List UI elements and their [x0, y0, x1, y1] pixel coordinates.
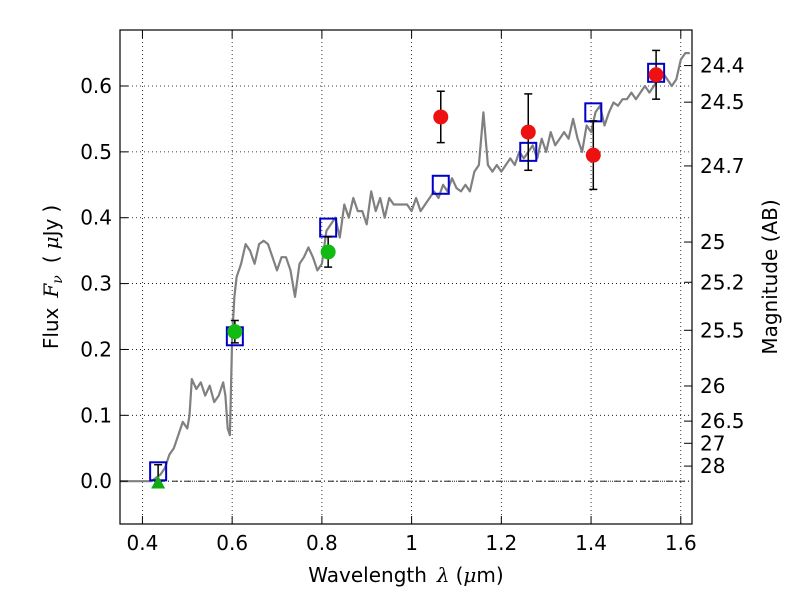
plot-area	[120, 49, 690, 489]
x-axis-label-paren: (	[456, 563, 464, 587]
y-axis-label-paren-close: )	[39, 205, 63, 213]
upper-limit-triangle	[151, 475, 166, 489]
x-axis-label-unit: m)	[476, 563, 503, 587]
x-tick-label: 1	[405, 531, 418, 555]
model-photometry-square	[431, 174, 450, 195]
ticks: 0.4 0.6 0.8 1 1.2 1.4 1.6 0.0 0.1 0.2 0.3 0.4 0.5 0.6…	[80, 30, 745, 555]
x-tick-label: 0.6	[216, 531, 248, 555]
detection-point	[433, 109, 449, 125]
x-tick-label: 0.8	[306, 531, 338, 555]
detection-point	[227, 324, 243, 340]
mag-tick-label: 25	[700, 230, 725, 254]
y-axis-label-symbol: F	[39, 283, 63, 299]
y-tick-label: 0.4	[80, 206, 112, 230]
detection-point	[520, 124, 536, 140]
grid	[120, 30, 692, 524]
detection-point	[648, 67, 664, 83]
x-tick-label: 0.4	[127, 531, 159, 555]
x-axis-label-mu: μ	[463, 563, 476, 587]
y-tick-label: 0.0	[80, 469, 112, 493]
y-tick-label: 0.3	[80, 272, 112, 296]
y-axis-label-subscript: ν	[50, 275, 66, 284]
mag-tick-label: 26.5	[700, 409, 745, 433]
spectrum-line	[120, 52, 690, 483]
y-axis-label-mu: μ	[39, 236, 63, 249]
y-axis-label-paren-open: (	[39, 255, 63, 263]
y-axis-label: Flux Fν ( μJy)	[39, 205, 66, 349]
y-axis-label-text: Flux	[39, 307, 63, 349]
x-axis-label-text: Wavelength	[308, 563, 427, 587]
mag-tick-label: 24.7	[700, 154, 745, 178]
y-tick-label: 0.6	[80, 74, 112, 98]
y-tick-label: 0.2	[80, 337, 112, 361]
mag-tick-label: 25.2	[700, 270, 745, 294]
mag-tick-label: 24.5	[700, 90, 745, 114]
x-axis-label-symbol: λ	[436, 563, 450, 587]
detection-point	[320, 244, 336, 260]
y-axis-label-unit: Jy	[39, 218, 63, 238]
plot-frame	[119, 29, 693, 525]
mag-tick-label: 26	[700, 374, 725, 398]
mag-tick-label: 27	[700, 431, 725, 455]
x-tick-label: 1.6	[665, 531, 697, 555]
y-tick-label: 0.1	[80, 403, 112, 427]
x-axis-label: Wavelength λ (μm)	[308, 563, 503, 587]
x-tick-label: 1.4	[575, 531, 607, 555]
x-tick-label: 1.2	[485, 531, 517, 555]
mag-tick-label: 24.4	[700, 54, 745, 78]
right-axis-label: Magnitude (AB)	[758, 199, 782, 354]
mag-tick-label: 28	[700, 454, 725, 478]
mag-tick-label: 25.5	[700, 318, 745, 342]
y-tick-label: 0.5	[80, 140, 112, 164]
detection-point	[585, 147, 601, 163]
